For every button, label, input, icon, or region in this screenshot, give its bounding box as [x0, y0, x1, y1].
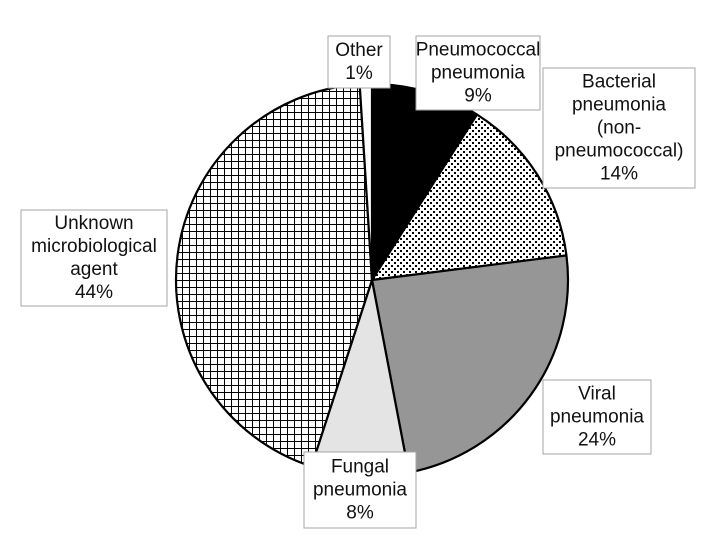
- slice-name-label: pneumonia: [313, 480, 407, 501]
- pie-slice-unknown: [174, 83, 374, 468]
- slice-label-box: [327, 35, 391, 89]
- pie-labels: Pneumococcalpneumonia9%Bacterialpneumoni…: [20, 35, 696, 529]
- slice-name-label: Pneumococcal: [416, 40, 541, 61]
- slice-percent-label: 8%: [346, 503, 374, 524]
- slice-name-label: pneumococcal): [555, 141, 684, 162]
- slice-label-box: [303, 451, 417, 529]
- slice-name-label: Bacterial: [582, 72, 656, 93]
- slice-percent-label: 9%: [464, 86, 492, 107]
- slice-percent-label: 1%: [345, 63, 373, 84]
- slice-name-label: pneumonia: [572, 95, 666, 116]
- pie-slice-bacterial: [370, 113, 568, 282]
- pie-slice-viral: [370, 254, 570, 474]
- slice-label-box: [542, 67, 696, 189]
- slice-percent-label: 14%: [600, 164, 638, 185]
- pie-slices: [174, 82, 570, 478]
- slice-name-label: agent: [70, 259, 118, 280]
- slice-name-label: Viral: [578, 384, 616, 405]
- slice-label-box: [20, 209, 168, 307]
- slice-name-label: Unknown: [54, 213, 133, 234]
- slice-name-label: Other: [335, 40, 383, 61]
- slice-name-label: microbiological: [31, 236, 157, 257]
- slice-name-label: (non-: [597, 118, 641, 139]
- slice-percent-label: 24%: [578, 430, 616, 451]
- slice-name-label: pneumonia: [431, 63, 525, 84]
- slice-name-label: pneumonia: [550, 407, 644, 428]
- slice-label-box: [415, 35, 541, 111]
- slice-label-box: [542, 379, 652, 455]
- slice-percent-label: 44%: [75, 282, 113, 303]
- slice-name-label: Fungal: [331, 457, 389, 478]
